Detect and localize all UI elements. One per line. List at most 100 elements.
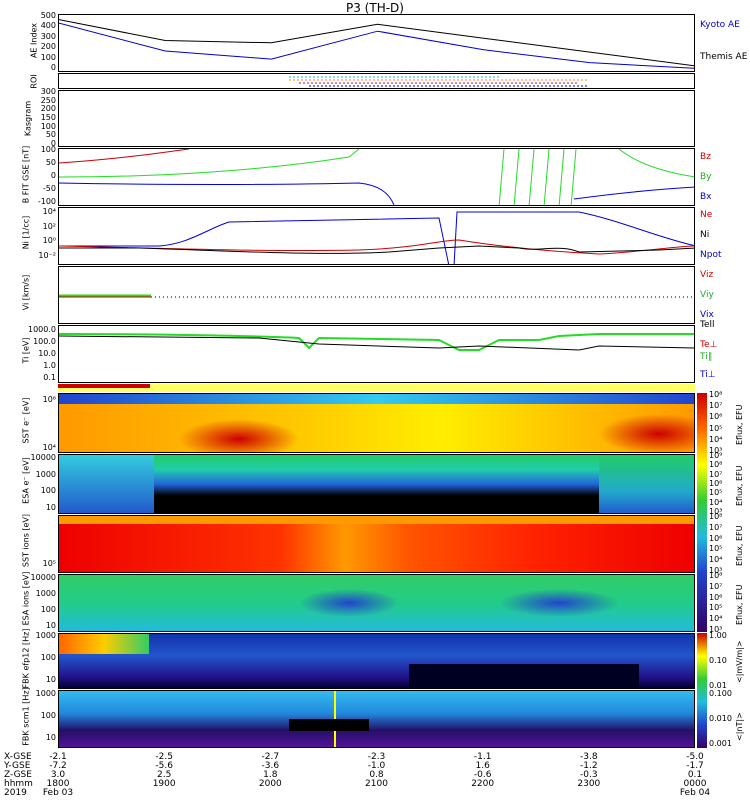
colorbar-tick-label: 10⁷ bbox=[709, 401, 723, 411]
x-axis-value: -2.3 bbox=[367, 752, 386, 762]
sst-ion-spectrogram bbox=[58, 515, 695, 573]
y-tick-label: 50 bbox=[45, 130, 56, 140]
kyoto-ae-line bbox=[59, 22, 694, 69]
colorbar-tick-label: 10³ bbox=[709, 507, 723, 516]
colorbar-tick-label: 10⁴ bbox=[709, 434, 723, 444]
colorbar-tick-label: 10⁴ bbox=[709, 614, 723, 624]
y-tick-label: 10 bbox=[45, 733, 56, 742]
sst-electron-spectrogram bbox=[58, 393, 695, 453]
x-axis-value: -3.6 bbox=[261, 761, 280, 771]
kasgram-panel bbox=[58, 90, 695, 147]
esa-e-ylabel: ESA e⁻ [eV] bbox=[21, 457, 31, 504]
x-axis-value: 1.6 bbox=[475, 761, 490, 771]
vi-panel bbox=[58, 266, 695, 324]
y-tick-label: 100.0 bbox=[33, 337, 56, 346]
mode-bar bbox=[58, 384, 695, 392]
legend-bz: Bz bbox=[700, 152, 711, 162]
colorbar-tick-label: 10⁸ bbox=[709, 571, 723, 580]
x-axis-value: -2.5 bbox=[155, 752, 173, 762]
eflux-colorbar bbox=[697, 393, 707, 632]
fbk-colorbar bbox=[697, 633, 707, 748]
y-tick-label: 50 bbox=[45, 158, 56, 167]
y-tick-label: 1000 bbox=[35, 689, 56, 698]
x-axis-value: 1.8 bbox=[263, 770, 278, 780]
x-axis-value: 2300 bbox=[577, 779, 601, 789]
y-tick-label: 10⁻² bbox=[38, 251, 56, 260]
colorbar-tick-label: 10⁸ bbox=[709, 512, 723, 521]
x-axis-value: 3.0 bbox=[50, 770, 66, 780]
x-axis-row-label: Z-GSE bbox=[4, 770, 32, 780]
y-tick-label: 100 bbox=[40, 605, 56, 614]
sst-i-ylabel: SST ions [eV] bbox=[21, 513, 31, 568]
y-tick-label: 10⁴ bbox=[42, 207, 56, 216]
x-axis-value: 2200 bbox=[471, 779, 495, 789]
y-tick-label: 1000 bbox=[35, 631, 56, 640]
colorbar-tick-label: 10⁸ bbox=[709, 460, 723, 470]
y-tick-label: 200 bbox=[40, 104, 56, 114]
legend-npot: Npot bbox=[700, 250, 722, 260]
colorbar-tick-label: 10⁴ bbox=[709, 555, 723, 565]
colorbar-tick-label: 0.01 bbox=[709, 681, 727, 690]
y-tick-label: 1000.0 bbox=[28, 325, 56, 334]
legend-viy: Viy bbox=[700, 290, 714, 300]
colorbar-tick-label: 10⁵ bbox=[709, 423, 723, 433]
y-tick-label: 300 bbox=[40, 31, 56, 41]
y-tick-label: 100 bbox=[40, 52, 56, 62]
legend-ne: Ne bbox=[700, 210, 713, 220]
x-axis-value: -1.2 bbox=[580, 761, 598, 771]
x-axis-value: -3.8 bbox=[580, 752, 598, 762]
y-tick-label: 400 bbox=[40, 21, 56, 31]
x-axis-row-label: hhmm bbox=[4, 779, 33, 789]
colorbar-tick-label: 10⁷ bbox=[709, 522, 723, 532]
esa-electron-spectrogram bbox=[58, 454, 695, 514]
fbk-b-ylabel: FBK scm1 [Hz] bbox=[21, 687, 31, 746]
y-tick-label: 100 bbox=[40, 711, 56, 720]
colorbar-tick-label: 0.10 bbox=[709, 656, 727, 665]
colorbar-tick-label: 10⁶ bbox=[709, 592, 723, 602]
colorbar-tick-label: 10³ bbox=[709, 625, 723, 634]
colorbar-unit: <|mV/m|> bbox=[735, 640, 744, 683]
y-tick-label: 100 bbox=[40, 121, 56, 131]
sst-e-ylabel: SST e⁻ [eV] bbox=[21, 397, 31, 444]
y-tick-label: 150 bbox=[40, 113, 56, 122]
colorbar-tick-label: 10³ bbox=[709, 566, 723, 575]
x-axis-value: -1.7 bbox=[686, 761, 704, 771]
colorbar-tick-label: 10⁶ bbox=[709, 412, 723, 422]
colorbar-tick-label: 10⁸ bbox=[709, 390, 723, 399]
colorbar-unit: Eflux, EFU bbox=[735, 525, 744, 567]
legend-bx: Bx bbox=[700, 192, 712, 202]
colorbar-tick-label: 10⁶ bbox=[709, 479, 723, 488]
x-axis-value: 0.1 bbox=[687, 770, 703, 780]
x-axis-value: -5.0 bbox=[686, 752, 704, 762]
x-axis-value: Feb 04 bbox=[679, 788, 711, 798]
y-tick-label: 10⁶ bbox=[42, 395, 56, 404]
x-axis-row-label: X-GSE bbox=[4, 752, 32, 762]
legend-by: By bbox=[700, 172, 712, 182]
vi-ylabel: Vi [km/s] bbox=[21, 274, 31, 311]
y-tick-label: 10 bbox=[45, 675, 56, 684]
x-axis-value: 1800 bbox=[46, 779, 70, 789]
y-tick-label: 10.0 bbox=[38, 349, 56, 358]
y-tick-label: 250 bbox=[40, 95, 56, 105]
colorbar-tick-label: 0.100 bbox=[709, 689, 732, 698]
y-tick-label: -50 bbox=[42, 184, 56, 193]
colorbar-tick-label: 10⁹ bbox=[709, 451, 723, 460]
y-tick-label: 10⁵ bbox=[42, 559, 56, 568]
ae-panel bbox=[58, 14, 695, 72]
y-tick-label: 0 bbox=[50, 63, 56, 72]
x-axis-value: 2.5 bbox=[156, 770, 172, 780]
legend-teperp: Te⊥ bbox=[700, 340, 718, 350]
colorbar-tick-label: 10⁷ bbox=[709, 469, 723, 479]
colorbar-tick-label: 0.010 bbox=[709, 714, 732, 723]
y-tick-label: 0 bbox=[50, 171, 56, 180]
y-tick-label: 10000 bbox=[30, 453, 56, 462]
x-axis-value: 0.8 bbox=[369, 770, 384, 780]
y-tick-label: 1000 bbox=[35, 469, 56, 479]
x-axis-value: -0.6 bbox=[473, 770, 492, 780]
colorbar-tick-label: 10⁴ bbox=[709, 497, 723, 507]
y-tick-label: 10⁰ bbox=[42, 236, 56, 246]
colorbar-tick-label: 10⁷ bbox=[709, 581, 723, 591]
colorbar-tick-label: 10⁵ bbox=[709, 544, 723, 554]
colorbar-unit: <|nT|> bbox=[735, 712, 744, 741]
roi-panel bbox=[58, 73, 695, 89]
